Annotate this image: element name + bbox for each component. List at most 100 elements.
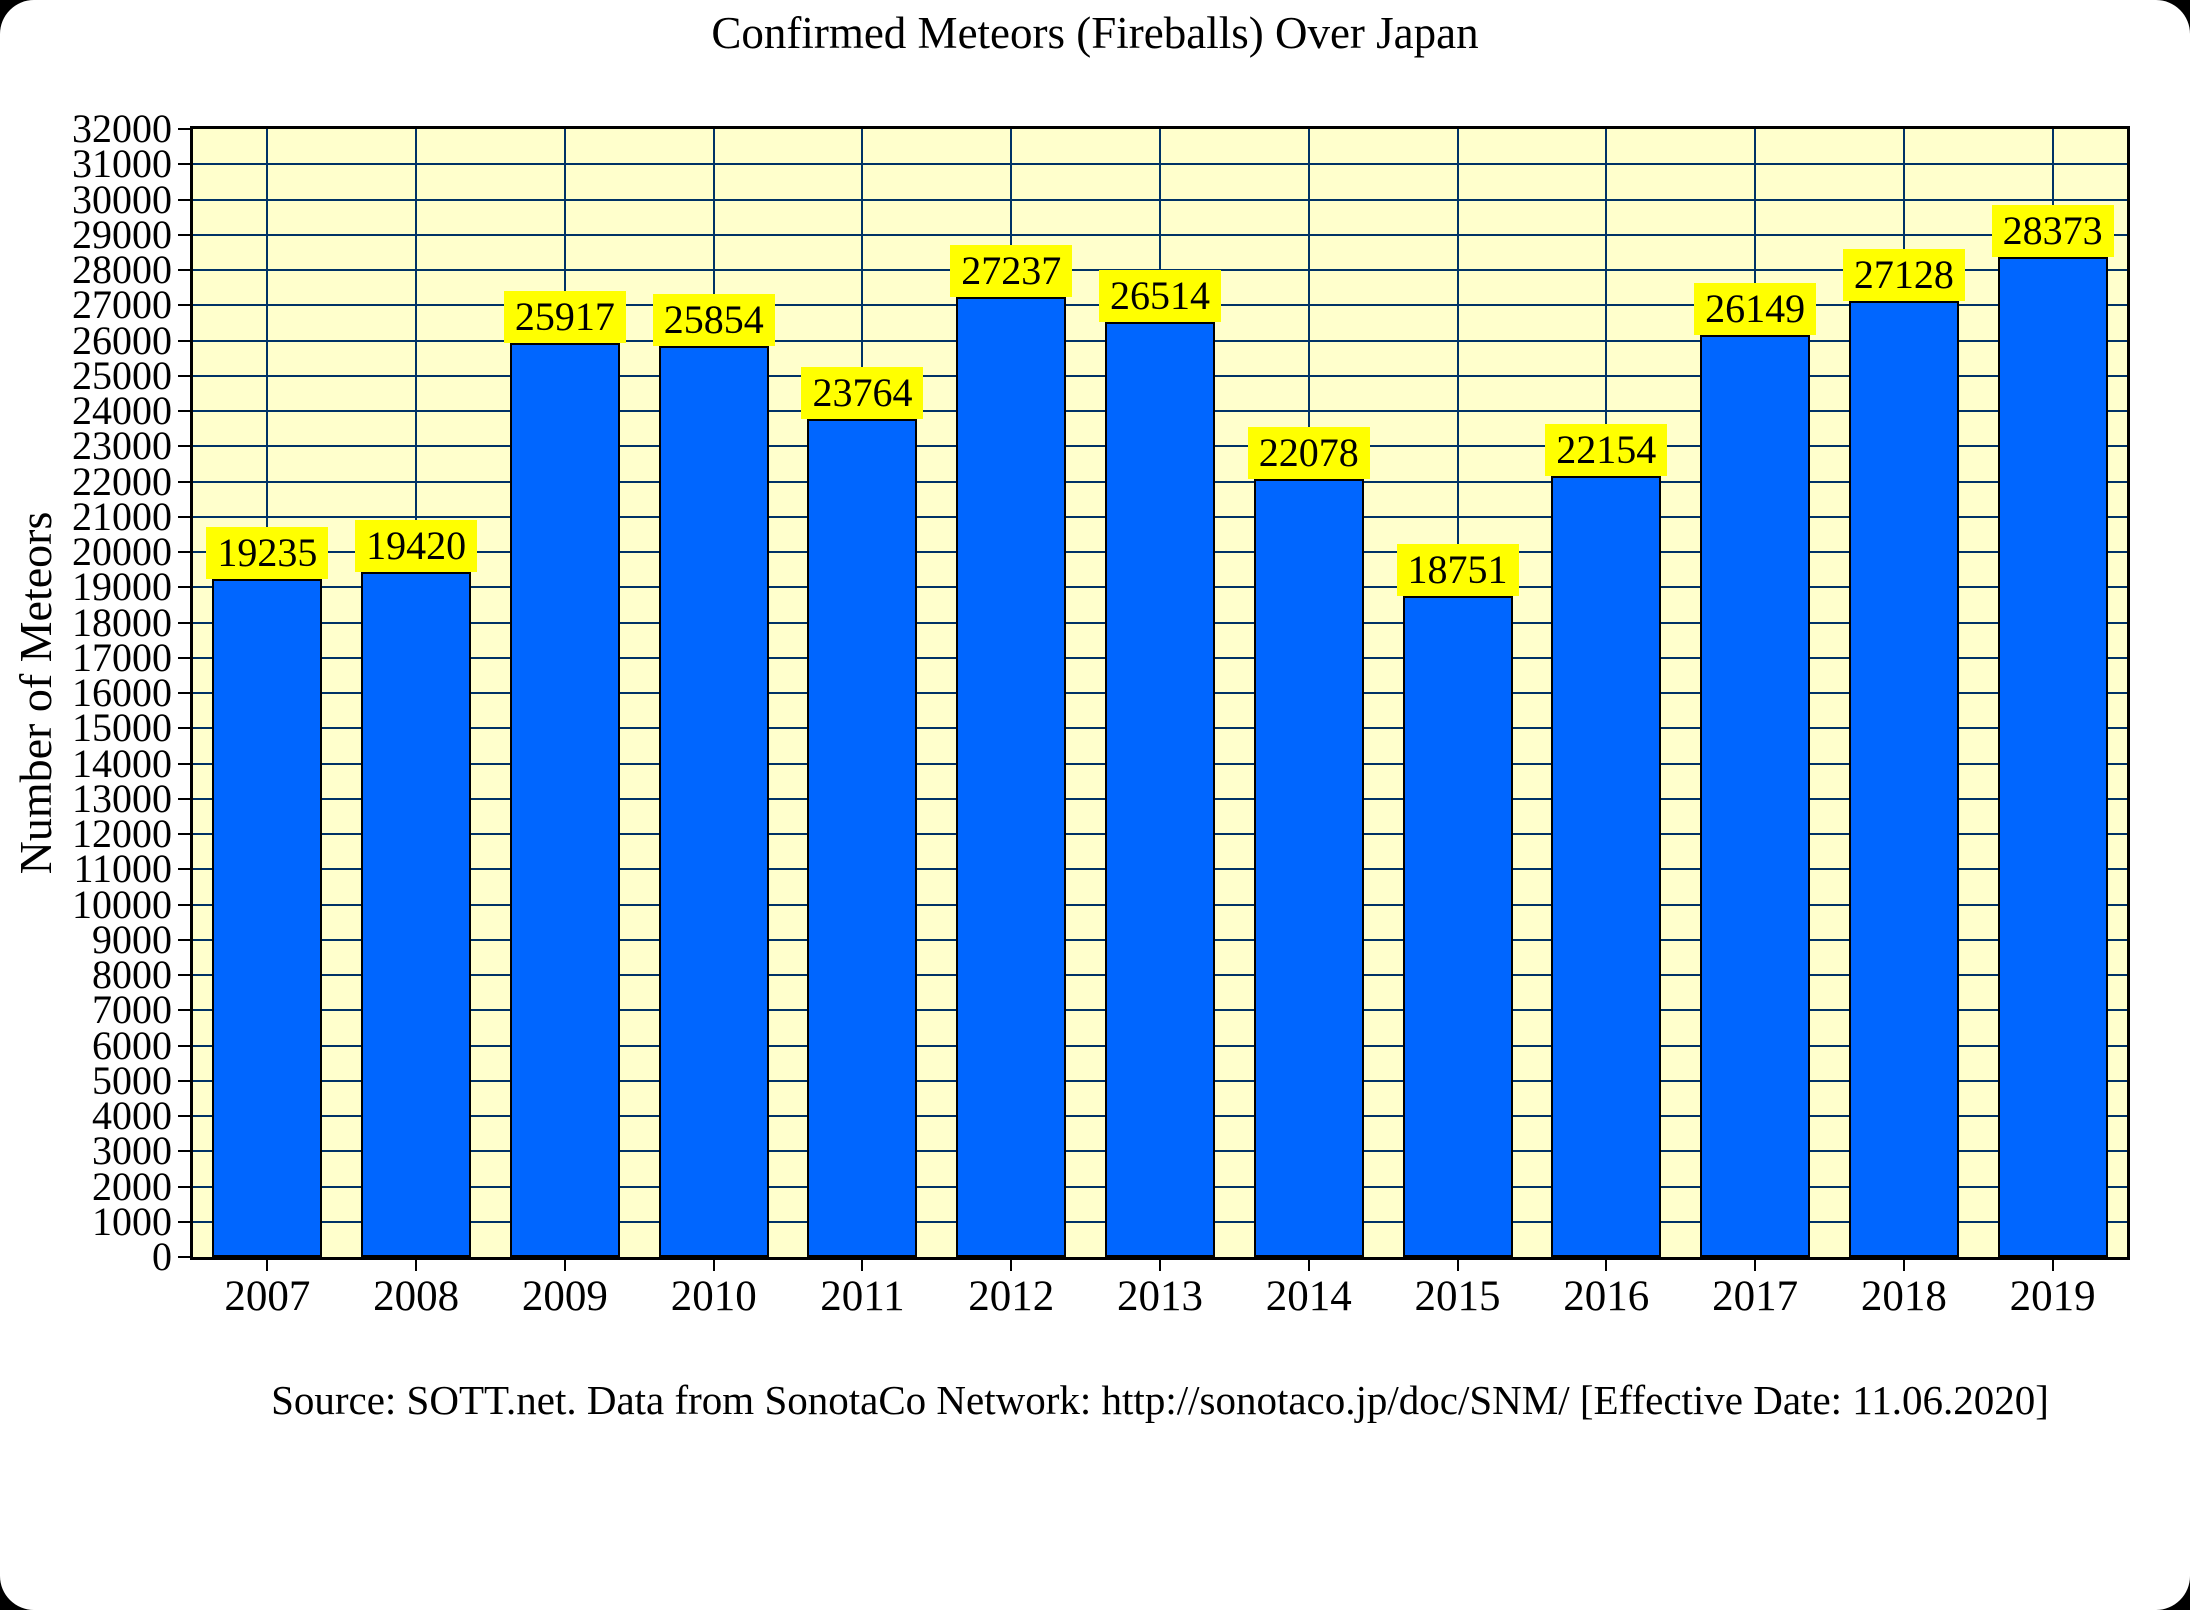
y-axis-tick bbox=[178, 1115, 193, 1117]
bar-2013 bbox=[1105, 322, 1215, 1257]
y-axis-tick bbox=[178, 1079, 193, 1082]
x-axis-tick bbox=[1605, 1260, 1608, 1271]
x-axis-tick-label: 2012 bbox=[968, 1273, 1055, 1320]
y-axis-tick bbox=[178, 762, 193, 765]
plot-grid-and-bars: 19235 19420 25917 25854 23764 27237 26514 22078… bbox=[193, 129, 2127, 1257]
y-axis-tick bbox=[178, 692, 193, 694]
bar-value-label: 28373 bbox=[1991, 204, 2114, 257]
y-axis-tick-label: 10000 bbox=[72, 881, 172, 927]
y-axis-tick bbox=[178, 727, 193, 730]
x-axis-tick bbox=[1010, 1260, 1013, 1271]
y-axis-tick-label: 14000 bbox=[72, 740, 172, 786]
bar-value-label: 25917 bbox=[503, 291, 626, 344]
x-axis-tick-label: 2013 bbox=[1117, 1273, 1203, 1320]
bar-value-label: 23764 bbox=[801, 367, 924, 420]
y-axis-tick-label: 22000 bbox=[72, 458, 172, 504]
y-axis-tick bbox=[178, 163, 193, 166]
bar-2019 bbox=[1997, 256, 2108, 1257]
x-axis-tick-label: 2014 bbox=[1265, 1273, 1352, 1320]
x-axis-tick-label: 2017 bbox=[1712, 1273, 1799, 1320]
x-axis-tick bbox=[415, 1260, 418, 1271]
y-axis-tick bbox=[178, 1185, 193, 1188]
bar-value-label: 22154 bbox=[1545, 424, 1668, 477]
x-axis-tick-label: 2010 bbox=[670, 1273, 757, 1320]
y-axis-tick bbox=[178, 269, 193, 271]
y-axis-tick bbox=[178, 903, 193, 906]
bar-value-label: 26149 bbox=[1694, 283, 1817, 336]
y-axis-tick bbox=[178, 339, 193, 342]
y-axis-tick bbox=[178, 198, 193, 201]
bar-2012 bbox=[956, 296, 1067, 1257]
y-axis-tick bbox=[178, 1044, 193, 1047]
y-axis-tick-label: 32000 bbox=[72, 106, 172, 151]
source-caption: Source: SOTT.net. Data from SonotaCo Net… bbox=[271, 1377, 2049, 1423]
y-axis-tick-label: 28000 bbox=[72, 247, 172, 292]
x-axis-tick-label: 2008 bbox=[373, 1273, 460, 1320]
y-axis-tick bbox=[178, 551, 193, 553]
x-axis-tick-label: 2011 bbox=[820, 1273, 905, 1320]
x-axis-tick bbox=[1456, 1260, 1459, 1271]
bar-2018 bbox=[1848, 300, 1959, 1257]
bar-2017 bbox=[1700, 335, 1811, 1257]
y-axis-tick-label: 13000 bbox=[72, 775, 172, 821]
chart-title: Confirmed Meteors (Fireballs) Over Japan bbox=[711, 8, 1479, 58]
x-axis-tick-label: 2016 bbox=[1563, 1273, 1650, 1320]
y-axis-tick bbox=[178, 797, 193, 800]
y-axis-tick bbox=[178, 1150, 193, 1153]
y-axis-tick-label: 4000 bbox=[92, 1093, 172, 1138]
y-axis-tick bbox=[178, 410, 193, 412]
y-axis-tick bbox=[178, 128, 193, 130]
x-axis-tick bbox=[1159, 1260, 1161, 1271]
y-axis-tick bbox=[178, 374, 193, 377]
y-axis-tick bbox=[178, 304, 193, 307]
bar-2010 bbox=[658, 345, 769, 1257]
y-axis-tick-label: 16000 bbox=[72, 670, 172, 715]
y-axis-tick-label: 7000 bbox=[92, 987, 172, 1033]
y-axis-tick-label: 31000 bbox=[72, 141, 172, 187]
y-axis-tick-label: 27000 bbox=[72, 282, 172, 328]
y-axis-tick-label: 30000 bbox=[72, 176, 172, 222]
y-axis-tick-label: 21000 bbox=[72, 493, 172, 539]
x-axis-tick bbox=[563, 1260, 566, 1271]
bar-value-label: 22078 bbox=[1247, 426, 1370, 479]
plot-area: 19235 19420 25917 25854 23764 27237 26514 22078… bbox=[190, 126, 2130, 1260]
bar-2009 bbox=[509, 343, 620, 1257]
bar-2016 bbox=[1551, 476, 1662, 1257]
bar-value-label: 27237 bbox=[950, 244, 1073, 297]
y-axis-tick bbox=[178, 938, 193, 941]
y-axis-tick-label: 11000 bbox=[73, 846, 172, 892]
y-axis-tick-label: 25000 bbox=[72, 352, 172, 398]
x-axis-tick-label: 2015 bbox=[1414, 1273, 1501, 1320]
y-axis-tick-label: 6000 bbox=[92, 1022, 172, 1068]
y-axis-tick-label: 2000 bbox=[92, 1163, 172, 1209]
y-axis-tick-label: 3000 bbox=[92, 1128, 172, 1174]
y-axis-tick-label: 8000 bbox=[92, 952, 172, 997]
y-axis-tick-label: 26000 bbox=[72, 317, 172, 363]
y-axis-tick-label: 17000 bbox=[72, 634, 172, 680]
x-axis-tick-label: 2019 bbox=[2009, 1273, 2096, 1320]
bar-2015 bbox=[1402, 596, 1513, 1257]
y-axis-tick-label: 19000 bbox=[72, 564, 172, 610]
y-axis-tick bbox=[178, 1256, 193, 1258]
y-axis-tick bbox=[178, 586, 193, 589]
y-axis-tick bbox=[178, 656, 193, 659]
x-axis-tick bbox=[2051, 1260, 2054, 1271]
x-axis-tick bbox=[1902, 1260, 1905, 1271]
bar-2014 bbox=[1253, 478, 1364, 1257]
y-axis-tick-label: 5000 bbox=[92, 1057, 172, 1103]
x-axis-tick bbox=[1307, 1260, 1310, 1271]
bar-2008 bbox=[361, 572, 472, 1257]
y-axis-tick-label: 23000 bbox=[72, 423, 172, 469]
bar-value-label: 25854 bbox=[652, 293, 775, 346]
bar-2011 bbox=[807, 419, 918, 1257]
y-axis-tick-label: 20000 bbox=[72, 529, 172, 574]
y-axis-tick bbox=[178, 833, 193, 835]
y-axis-tick bbox=[178, 233, 193, 236]
x-axis-tick bbox=[712, 1260, 715, 1271]
bar-value-label: 18751 bbox=[1396, 544, 1519, 597]
y-axis-tick-label: 15000 bbox=[72, 705, 172, 751]
x-axis-tick-label: 2009 bbox=[521, 1273, 608, 1320]
y-axis-tick-label: 0 bbox=[152, 1234, 172, 1279]
bar-value-label: 19420 bbox=[355, 520, 478, 573]
bar-value-label: 27128 bbox=[1842, 248, 1965, 301]
